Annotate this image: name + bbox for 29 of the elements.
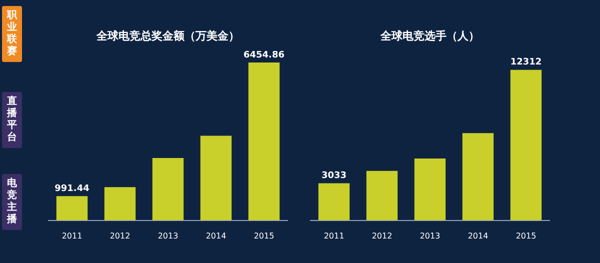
x-tick-label: 2011 — [62, 231, 82, 240]
bar — [56, 196, 88, 220]
data-label: 12312 — [510, 58, 542, 68]
bar — [510, 70, 542, 220]
data-label: 3033 — [321, 171, 347, 182]
bar — [200, 136, 232, 220]
x-tick-label: 2014 — [468, 231, 488, 240]
bar — [104, 187, 136, 220]
text: 职业联赛 — [7, 10, 17, 58]
text: 直播平台 — [7, 96, 17, 144]
bar — [462, 133, 494, 220]
x-tick-label: 2015 — [516, 231, 536, 240]
x-tick-label: 2014 — [206, 231, 226, 240]
bar — [414, 158, 446, 220]
chart-title: 全球电竞选手（人） — [380, 29, 480, 42]
text: 电竞主播 — [7, 178, 17, 226]
x-tick-label: 2012 — [372, 231, 392, 240]
bar — [248, 62, 280, 220]
data-label: 991.44 — [54, 184, 90, 194]
x-tick-label: 2013 — [420, 231, 440, 240]
bar — [366, 170, 398, 220]
data-label: 6454.86 — [244, 50, 284, 60]
x-tick-label: 2015 — [254, 231, 274, 240]
x-tick-label: 2012 — [110, 231, 130, 240]
bar — [318, 183, 350, 220]
bar — [152, 158, 184, 220]
x-tick-label: 2013 — [158, 231, 178, 240]
x-tick-label: 2011 — [324, 231, 344, 240]
chart-title: 全球电竞总奖金额（万美金） — [96, 29, 240, 42]
